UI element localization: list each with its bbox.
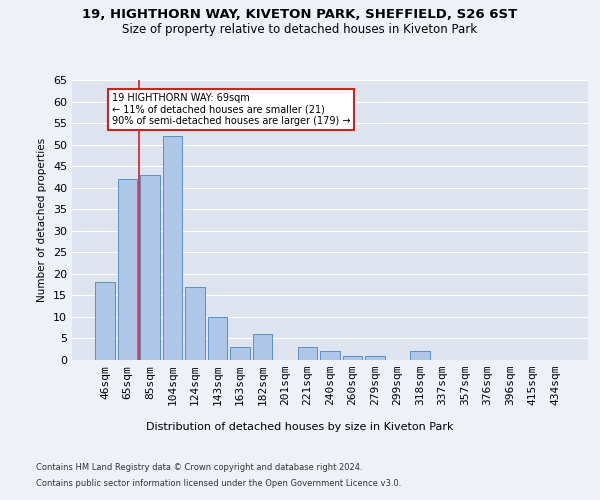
Text: 19 HIGHTHORN WAY: 69sqm
← 11% of detached houses are smaller (21)
90% of semi-de: 19 HIGHTHORN WAY: 69sqm ← 11% of detache… <box>112 93 350 126</box>
Bar <box>253 334 272 360</box>
Bar <box>140 175 160 360</box>
Bar <box>365 356 385 360</box>
Bar <box>118 179 137 360</box>
Y-axis label: Number of detached properties: Number of detached properties <box>37 138 47 302</box>
Text: 19, HIGHTHORN WAY, KIVETON PARK, SHEFFIELD, S26 6ST: 19, HIGHTHORN WAY, KIVETON PARK, SHEFFIE… <box>82 8 518 20</box>
Bar <box>410 352 430 360</box>
Bar <box>163 136 182 360</box>
Bar <box>320 352 340 360</box>
Text: Contains public sector information licensed under the Open Government Licence v3: Contains public sector information licen… <box>36 478 401 488</box>
Bar <box>185 287 205 360</box>
Text: Size of property relative to detached houses in Kiveton Park: Size of property relative to detached ho… <box>122 22 478 36</box>
Bar <box>230 347 250 360</box>
Bar <box>298 347 317 360</box>
Bar <box>343 356 362 360</box>
Bar <box>208 317 227 360</box>
Bar <box>95 282 115 360</box>
Text: Distribution of detached houses by size in Kiveton Park: Distribution of detached houses by size … <box>146 422 454 432</box>
Text: Contains HM Land Registry data © Crown copyright and database right 2024.: Contains HM Land Registry data © Crown c… <box>36 464 362 472</box>
